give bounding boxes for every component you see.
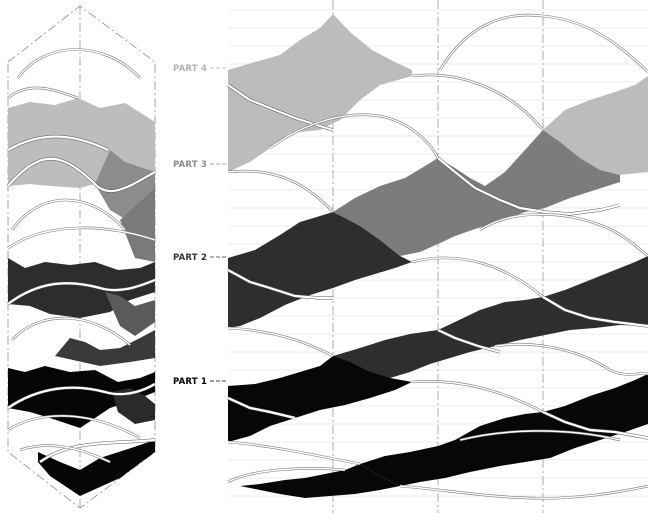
pattern-ribbons (227, 13, 648, 500)
column-part2-right-shape (105, 292, 155, 336)
part4-right-shape (543, 76, 648, 175)
part2-shape (228, 212, 412, 328)
part4-shape (228, 14, 412, 172)
column-seams (6, 135, 156, 464)
part-labels: PART 4 PART 3 PART 2 PART 1 (173, 64, 228, 387)
column-ribbons (7, 48, 156, 464)
part3-shape (333, 130, 620, 256)
column-outline (7, 5, 156, 509)
column-part1-right-shape (112, 388, 155, 424)
wrapped-column-view (6, 5, 156, 509)
part-1-label: PART 1 (173, 377, 207, 387)
part1-shape (228, 356, 412, 442)
part1-right-shape (360, 374, 648, 486)
column-part1-bottom-shape (38, 440, 155, 496)
column-part3-shape (120, 188, 155, 262)
flat-pattern-view: PART 4 PART 3 PART 2 PART 1 (173, 0, 648, 513)
part1-bottom-shape (240, 464, 400, 498)
part2-right-shape (333, 256, 648, 384)
part-2-label: PART 2 (173, 253, 207, 263)
part-3-label: PART 3 (173, 160, 207, 170)
part-4-label: PART 4 (173, 64, 207, 74)
column-part2-lower-shape (55, 330, 155, 366)
column-part1-shape (8, 366, 155, 428)
pattern-seams (227, 83, 648, 440)
